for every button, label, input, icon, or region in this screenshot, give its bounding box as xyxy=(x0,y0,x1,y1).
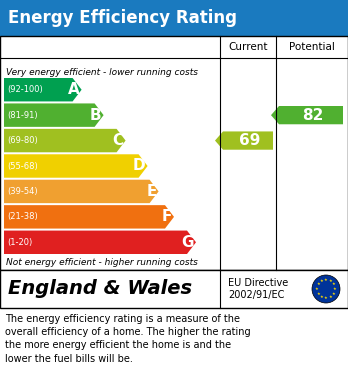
Text: The energy efficiency rating is a measure of the
overall efficiency of a home. T: The energy efficiency rating is a measur… xyxy=(5,314,251,364)
Text: Very energy efficient - lower running costs: Very energy efficient - lower running co… xyxy=(6,68,198,77)
Text: E: E xyxy=(146,184,157,199)
Text: C: C xyxy=(112,133,124,148)
Text: ★: ★ xyxy=(315,287,319,291)
Circle shape xyxy=(312,275,340,303)
Text: (1-20): (1-20) xyxy=(7,238,32,247)
Text: Current: Current xyxy=(228,42,268,52)
Text: Not energy efficient - higher running costs: Not energy efficient - higher running co… xyxy=(6,258,198,267)
Text: (92-100): (92-100) xyxy=(7,85,43,94)
Text: ★: ★ xyxy=(316,292,320,296)
Text: 82: 82 xyxy=(302,108,324,123)
Text: (81-91): (81-91) xyxy=(7,111,38,120)
Text: ★: ★ xyxy=(333,287,337,291)
Text: D: D xyxy=(133,158,145,174)
Text: ★: ★ xyxy=(324,296,328,300)
Text: ★: ★ xyxy=(329,295,332,299)
Text: England & Wales: England & Wales xyxy=(8,280,192,298)
Text: ★: ★ xyxy=(332,282,336,287)
Text: ★: ★ xyxy=(319,295,323,299)
Polygon shape xyxy=(215,131,273,150)
Polygon shape xyxy=(4,78,81,101)
Text: (39-54): (39-54) xyxy=(7,187,38,196)
Text: ★: ★ xyxy=(319,279,323,283)
Text: 69: 69 xyxy=(239,133,261,148)
Text: Potential: Potential xyxy=(289,42,335,52)
Text: EU Directive: EU Directive xyxy=(228,278,288,288)
Text: ★: ★ xyxy=(316,282,320,287)
Polygon shape xyxy=(4,205,174,229)
Text: F: F xyxy=(161,209,172,224)
Text: (21-38): (21-38) xyxy=(7,212,38,221)
Text: (55-68): (55-68) xyxy=(7,161,38,170)
Polygon shape xyxy=(271,106,343,124)
Polygon shape xyxy=(4,154,148,178)
Text: Energy Efficiency Rating: Energy Efficiency Rating xyxy=(8,9,237,27)
Text: (69-80): (69-80) xyxy=(7,136,38,145)
Text: G: G xyxy=(182,235,194,250)
Text: A: A xyxy=(68,82,80,97)
Bar xyxy=(0,0,348,36)
Bar xyxy=(0,36,348,270)
Polygon shape xyxy=(4,180,159,203)
Text: ★: ★ xyxy=(329,279,332,283)
Polygon shape xyxy=(4,104,104,127)
Text: 2002/91/EC: 2002/91/EC xyxy=(228,290,284,300)
Text: ★: ★ xyxy=(324,278,328,282)
Polygon shape xyxy=(4,231,196,254)
Polygon shape xyxy=(4,129,126,152)
Text: ★: ★ xyxy=(332,292,336,296)
Bar xyxy=(0,270,348,308)
Text: B: B xyxy=(90,108,102,123)
